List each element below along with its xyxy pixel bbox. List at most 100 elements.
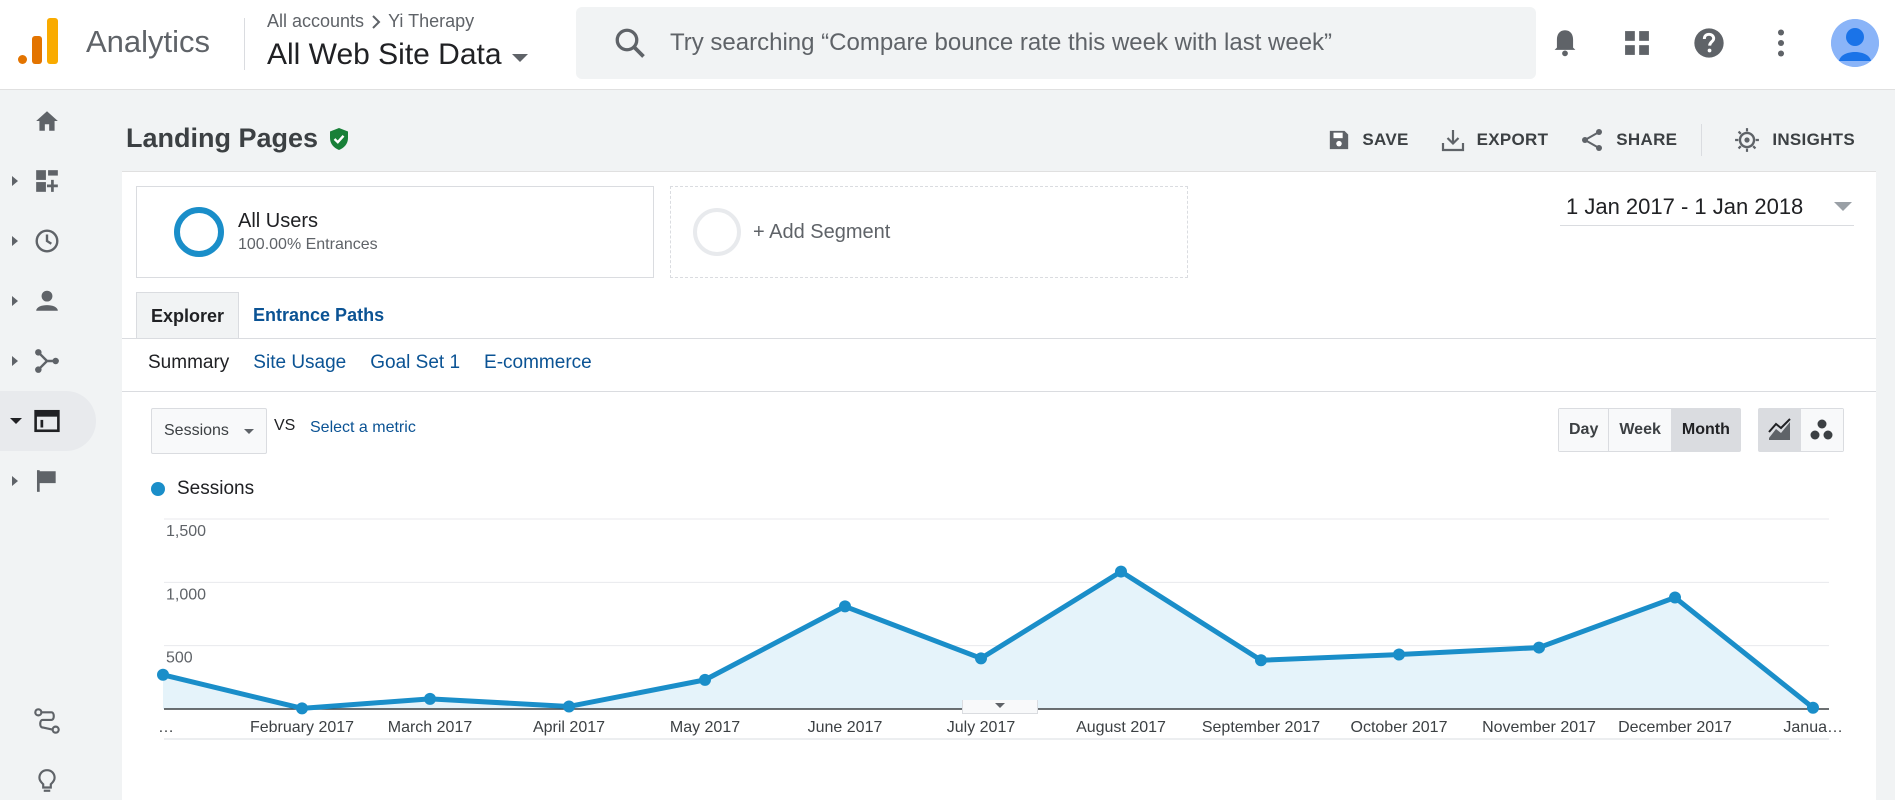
main-content: Landing Pages SAVE EXPORT SHARE INSIGHTS… xyxy=(122,91,1895,800)
x-tick-label: June 2017 xyxy=(808,719,883,736)
flag-icon xyxy=(36,470,56,492)
segment-ring-icon xyxy=(174,207,224,257)
help-icon[interactable] xyxy=(1683,17,1735,69)
export-button[interactable]: EXPORT xyxy=(1441,128,1549,152)
data-point xyxy=(424,692,436,705)
insights-icon xyxy=(1735,128,1760,152)
sidebar-item-acquisition[interactable] xyxy=(0,331,96,391)
segment-name: All Users xyxy=(238,210,319,232)
chart-expand-handle[interactable] xyxy=(962,700,1038,714)
analytics-logo-icon[interactable] xyxy=(18,18,60,64)
share-label: SHARE xyxy=(1616,130,1678,149)
x-tick-label: March 2017 xyxy=(388,719,473,736)
insights-button[interactable]: INSIGHTS xyxy=(1734,127,1855,153)
tab-explorer[interactable]: Explorer xyxy=(136,292,240,339)
subtab-goal-set-1[interactable]: Goal Set 1 xyxy=(370,352,461,373)
series-area-sessions xyxy=(163,571,1813,709)
subtab-summary[interactable]: Summary xyxy=(148,352,230,373)
period-toggle: Day Week Month xyxy=(1558,408,1741,452)
data-point xyxy=(296,702,308,715)
date-range-text: 1 Jan 2017 - 1 Jan 2018 xyxy=(1566,193,1804,219)
chart-type-toggle xyxy=(1758,408,1844,452)
breadcrumb-account[interactable]: All accounts xyxy=(267,11,365,31)
expand-arrow-icon xyxy=(12,176,18,186)
download-icon xyxy=(1441,130,1464,152)
verified-shield-icon xyxy=(330,127,349,150)
motion-chart-button[interactable] xyxy=(1801,409,1843,451)
share-button[interactable]: SHARE xyxy=(1580,128,1677,152)
add-segment-label: + Add Segment xyxy=(753,220,891,243)
search-input[interactable] xyxy=(670,29,1490,57)
data-point xyxy=(157,668,169,681)
breadcrumb-property[interactable]: Yi Therapy xyxy=(388,11,475,31)
route-icon xyxy=(34,708,60,734)
period-week-button[interactable]: Week xyxy=(1608,409,1671,451)
save-label: SAVE xyxy=(1362,130,1409,149)
caret-down-icon xyxy=(1834,202,1852,211)
x-tick-label: April 2017 xyxy=(533,719,605,736)
sidebar-item-attribution[interactable] xyxy=(0,691,96,751)
sidebar-item-customisation[interactable] xyxy=(0,151,96,211)
view-selector[interactable]: All Web Site Data xyxy=(267,38,528,72)
chart-legend[interactable]: Sessions xyxy=(151,478,254,500)
expand-arrow-icon xyxy=(12,236,18,246)
report-tabs: Explorer Entrance Paths xyxy=(136,292,398,339)
select-metric-link[interactable]: Select a metric xyxy=(310,419,416,436)
page-title-text: Landing Pages xyxy=(126,123,319,153)
chevron-right-icon xyxy=(372,14,381,29)
segment-subtitle: 100.00% Entrances xyxy=(238,236,378,253)
search-bar[interactable] xyxy=(576,7,1536,79)
breadcrumb[interactable]: All accounts Yi Therapy xyxy=(267,11,474,32)
period-day-button[interactable]: Day xyxy=(1559,409,1609,451)
subtab-ecommerce[interactable]: E-commerce xyxy=(484,352,592,373)
y-tick-label: 500 xyxy=(166,650,193,667)
sidebar-item-conversions[interactable] xyxy=(0,451,96,511)
collapse-arrow-icon xyxy=(10,418,22,424)
data-point xyxy=(839,600,851,613)
view-name: All Web Site Data xyxy=(267,38,502,71)
data-point xyxy=(563,700,575,713)
sidebar-item-audience[interactable] xyxy=(0,271,96,331)
x-tick-label: May 2017 xyxy=(670,719,740,736)
explorer-subtabs: Summary Site Usage Goal Set 1 E-commerce xyxy=(148,352,592,374)
legend-dot-sessions xyxy=(151,482,165,496)
x-tick-label: October 2017 xyxy=(1351,719,1448,736)
home-icon xyxy=(36,111,58,131)
sessions-line-chart: 1,500 1,000 500 … February 2017 March 2017 Apr… xyxy=(157,518,1843,740)
bubble-chart-icon xyxy=(1810,419,1833,440)
report-panel: All Users 100.00% Entrances + Add Segmen… xyxy=(122,171,1876,800)
date-range-picker[interactable]: 1 Jan 2017 - 1 Jan 2018 xyxy=(1560,188,1854,226)
sidebar-item-discover[interactable] xyxy=(0,751,96,800)
empty-segment-ring-icon xyxy=(693,208,741,256)
line-chart-button[interactable] xyxy=(1759,409,1801,451)
more-vert-icon[interactable] xyxy=(1755,17,1807,69)
dashboard-icon xyxy=(36,170,58,192)
segment-all-users[interactable]: All Users 100.00% Entrances xyxy=(136,186,654,278)
x-tick-label: December 2017 xyxy=(1618,719,1732,736)
top-icons xyxy=(1519,17,1895,69)
report-actions: SAVE EXPORT SHARE INSIGHTS xyxy=(1296,124,1855,156)
sidebar-item-realtime[interactable] xyxy=(0,211,96,271)
notifications-bell-icon[interactable] xyxy=(1539,17,1591,69)
save-icon xyxy=(1330,130,1349,150)
subtab-site-usage[interactable]: Site Usage xyxy=(253,352,347,373)
behaviour-icon xyxy=(34,409,60,433)
caret-down-icon xyxy=(244,428,254,434)
x-tick-label: February 2017 xyxy=(250,719,354,736)
period-month-button[interactable]: Month xyxy=(1670,409,1740,451)
add-segment-button[interactable]: + Add Segment xyxy=(670,186,1188,278)
avatar[interactable] xyxy=(1831,19,1879,67)
apps-grid-icon[interactable] xyxy=(1611,17,1663,69)
sidebar-item-behaviour[interactable] xyxy=(0,391,96,451)
metric-dropdown[interactable]: Sessions xyxy=(151,408,267,454)
tab-entrance-paths[interactable]: Entrance Paths xyxy=(253,305,385,325)
save-button[interactable]: SAVE xyxy=(1328,129,1408,151)
x-tick-label: July 2017 xyxy=(947,719,1016,736)
search-icon xyxy=(615,28,645,58)
x-tick-label: September 2017 xyxy=(1202,719,1320,736)
sidebar-item-home[interactable] xyxy=(0,91,96,151)
acquisition-icon xyxy=(35,349,59,373)
data-point xyxy=(1393,648,1405,661)
x-tick-label: November 2017 xyxy=(1482,719,1596,736)
expand-arrow-icon xyxy=(12,356,18,366)
